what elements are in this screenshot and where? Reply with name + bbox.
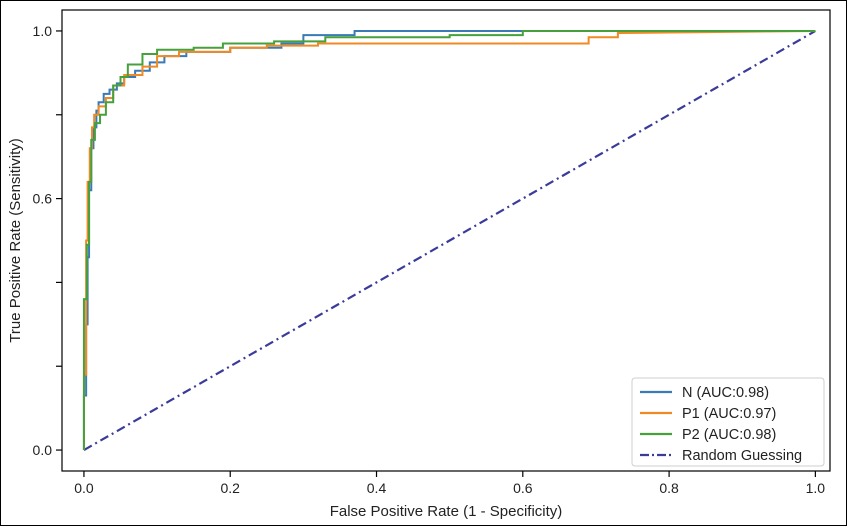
y-tick-label: 0.6 bbox=[33, 191, 53, 207]
x-axis: 0.0 0.2 0.4 0.6 0.8 1.0 bbox=[74, 471, 825, 496]
y-tick-label: 1.0 bbox=[33, 23, 53, 39]
series-line-3 bbox=[83, 29, 816, 452]
legend-box bbox=[631, 377, 825, 467]
curves-layer bbox=[82, 29, 816, 452]
x-tick-label: 0.8 bbox=[659, 480, 679, 496]
plot-area bbox=[61, 9, 831, 472]
legend-label: Random Guessing bbox=[682, 448, 802, 464]
x-tick-label: 0.0 bbox=[74, 480, 94, 496]
y-axis-label: True Positive Rate (Sensitivity) bbox=[7, 138, 24, 343]
legend: N (AUC:0.98) P1 (AUC:0.97) P2 (AUC:0.98) Ra… bbox=[631, 377, 825, 467]
y-tick-label: 0.0 bbox=[33, 442, 53, 458]
x-tick-label: 0.4 bbox=[367, 480, 387, 496]
series-line-2 bbox=[82, 29, 816, 451]
x-tick-label: 0.6 bbox=[513, 480, 533, 496]
x-tick-label: 0.2 bbox=[220, 480, 240, 496]
legend-label: P1 (AUC:0.97) bbox=[682, 406, 776, 422]
x-tick-label: 1.0 bbox=[806, 480, 826, 496]
y-axis: 0.0 0.6 1.0 bbox=[33, 23, 62, 458]
legend-label: N (AUC:0.98) bbox=[682, 385, 769, 401]
legend-label: P2 (AUC:0.98) bbox=[682, 427, 776, 443]
x-axis-label: False Positive Rate (1 - Specificity) bbox=[330, 503, 563, 520]
